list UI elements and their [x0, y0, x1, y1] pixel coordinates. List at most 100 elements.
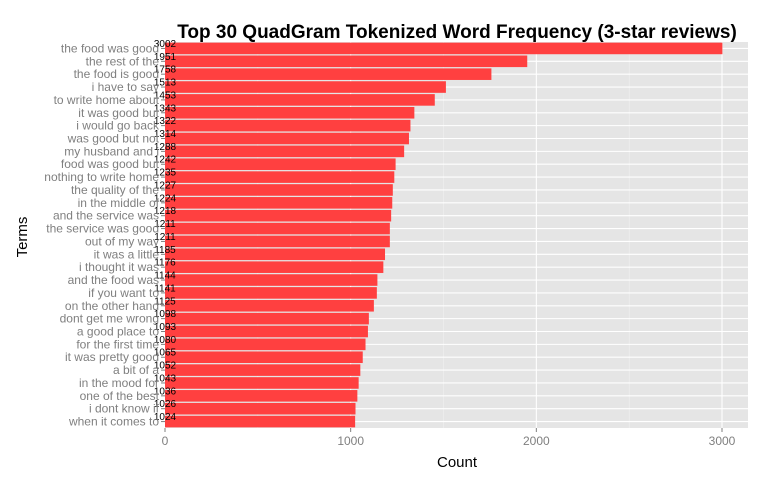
data-label: 1453 [154, 90, 177, 101]
data-label: 1080 [154, 335, 177, 346]
y-tick-label: for the first time [76, 337, 159, 351]
bar [165, 145, 405, 158]
bar [165, 222, 390, 235]
x-tick-label: 3000 [709, 434, 736, 448]
data-label: 1224 [154, 193, 177, 204]
bar [165, 55, 528, 68]
y-tick-label: the food was good [61, 41, 159, 55]
data-label: 3002 [154, 39, 177, 50]
bar [165, 248, 386, 261]
y-tick-label: i have to say [92, 80, 159, 94]
data-label: 1227 [154, 180, 177, 191]
bar [165, 81, 446, 93]
bar [165, 402, 356, 415]
y-tick-label: my husband and i [64, 144, 159, 158]
bar [165, 235, 390, 248]
bars [165, 42, 723, 428]
bar [165, 377, 359, 389]
data-label: 1218 [154, 206, 177, 217]
y-tick-label: was good but not [67, 132, 160, 146]
bar [165, 325, 368, 338]
y-tick-label: to write home about [54, 93, 160, 107]
data-label: 1043 [154, 373, 177, 384]
y-tick-label: the quality of the [71, 183, 159, 197]
y-tick-label: and the service was [53, 209, 159, 223]
data-label: 1052 [154, 361, 177, 372]
bar [165, 274, 378, 286]
bar [165, 351, 363, 364]
y-tick-label: the rest of the [86, 54, 160, 68]
y-tick-label: when it comes to [68, 415, 159, 429]
y-tick-label: it was pretty good [65, 350, 159, 364]
y-tick-label: the service was good [46, 222, 159, 236]
y-tick-label: in the middle of [78, 196, 160, 210]
data-label: 1235 [154, 168, 177, 179]
data-label: 1024 [154, 412, 177, 423]
data-label: 1098 [154, 309, 177, 320]
y-tick-label: on the other hand [65, 299, 159, 313]
bar [165, 197, 393, 209]
data-label: 1176 [154, 258, 176, 269]
x-tick-label: 1000 [337, 434, 364, 448]
data-label: 1185 [154, 245, 176, 256]
bar [165, 68, 492, 80]
y-tick-label: a bit of a [113, 363, 159, 377]
y-tick-label: food was good but [61, 157, 160, 171]
x-axis: 0 1000 2000 3000 [162, 428, 736, 448]
bar [165, 94, 435, 106]
data-label: 1951 [154, 52, 177, 63]
bar [165, 171, 395, 183]
data-label: 1141 [154, 283, 176, 294]
bar [165, 42, 723, 55]
data-label: 1125 [154, 296, 176, 307]
bar [165, 338, 366, 351]
y-tick-label: out of my way [85, 234, 159, 248]
y-tick-label: i thought it was [79, 260, 159, 274]
data-label: 1314 [154, 129, 177, 140]
y-tick-label: it was a little [94, 247, 160, 261]
bar [165, 312, 369, 325]
bar [165, 119, 411, 132]
data-label: 1144 [154, 271, 176, 282]
data-label: 1513 [154, 78, 177, 89]
bar [165, 106, 415, 119]
y-tick-label: nothing to write home [44, 170, 159, 184]
y-tick-label: it was good but [78, 106, 159, 120]
bar [165, 261, 384, 273]
bar [165, 158, 396, 171]
x-tick-label: 0 [162, 434, 169, 448]
data-label: 1065 [154, 348, 177, 359]
bar [165, 415, 356, 428]
bar [165, 299, 374, 312]
y-tick-label: one of the best [80, 389, 160, 403]
y-axis-title: Terms [14, 217, 31, 258]
data-label: 1343 [154, 103, 177, 114]
bar [165, 209, 392, 222]
data-label: 1036 [154, 386, 177, 397]
y-tick-label: the food is good [74, 67, 159, 81]
y-tick-label: dont get me wrong [60, 312, 159, 326]
y-tick-label: and the food was [68, 273, 159, 287]
data-label: 1288 [154, 142, 177, 153]
data-label: 1242 [154, 155, 177, 166]
plot-panel [165, 42, 748, 428]
data-label: 1026 [154, 399, 177, 410]
y-tick-label: in the mood for [79, 376, 159, 390]
bar [165, 184, 393, 196]
y-tick-label: if you want to [88, 286, 159, 300]
chart-title: Top 30 QuadGram Tokenized Word Frequency… [177, 22, 737, 43]
data-label: 1211 [154, 219, 176, 230]
data-label: 1093 [154, 322, 177, 333]
x-axis-title: Count [437, 454, 478, 471]
data-label: 1211 [154, 232, 176, 243]
bar [165, 132, 409, 145]
x-tick-label: 2000 [523, 434, 550, 448]
panel-background [165, 42, 748, 428]
data-label: 1322 [154, 116, 177, 127]
bar [165, 287, 377, 299]
bar [165, 364, 361, 376]
data-label: 1758 [154, 65, 177, 76]
